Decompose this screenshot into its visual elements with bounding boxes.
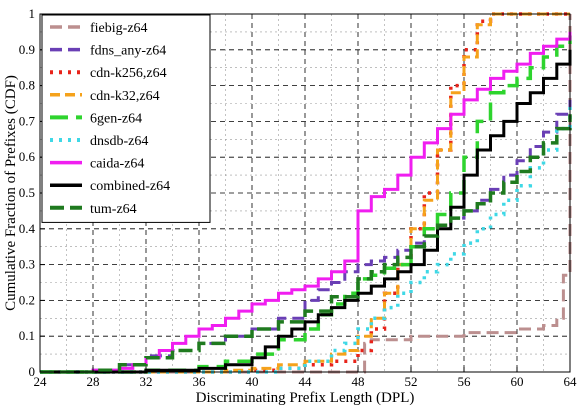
x-tick-label: 36 xyxy=(193,374,207,389)
series-line-tum-z64 xyxy=(40,114,572,374)
legend-label: fdns_any-z64 xyxy=(90,44,166,59)
y-tick-label: 0.7 xyxy=(19,113,36,128)
legend-label: caida-z64 xyxy=(90,157,144,172)
legend-label: combined-z64 xyxy=(90,179,170,194)
x-axis-title: Discriminating Prefix Length (DPL) xyxy=(196,390,415,406)
legend-label: 6gen-z64 xyxy=(90,111,142,126)
y-tick-label: 0.3 xyxy=(19,257,35,272)
grid xyxy=(40,14,570,372)
y-tick-label: 0 xyxy=(29,364,36,379)
y-tick-label: 0.8 xyxy=(19,78,35,93)
legend-label: cdn-k32,z64 xyxy=(90,89,160,104)
series-lines xyxy=(40,12,572,374)
x-tick-label: 56 xyxy=(458,374,472,389)
y-tick-label: 0.4 xyxy=(19,221,36,236)
legend-label: fiebig-z64 xyxy=(90,21,148,36)
x-tick-label: 44 xyxy=(299,374,313,389)
y-tick-label: 0.5 xyxy=(19,185,35,200)
series-line-fiebig-z64 xyxy=(40,14,572,374)
y-axis-title: Cumulative Fraction of Prefixes (CDF) xyxy=(3,75,19,311)
y-tick-label: 0.1 xyxy=(19,328,35,343)
series-line-dnsdb-z64 xyxy=(40,103,572,374)
series-line-caida-z64 xyxy=(40,31,572,374)
y-tick-label: 0.6 xyxy=(19,149,36,164)
x-tick-label: 24 xyxy=(34,374,48,389)
y-tick-label: 1 xyxy=(29,6,36,21)
x-tick-label: 28 xyxy=(87,374,100,389)
series-line-combined-z64 xyxy=(40,49,572,374)
series-line-6gen-z64 xyxy=(40,35,572,374)
x-tick-label: 52 xyxy=(405,374,418,389)
legend-label: tum-z64 xyxy=(90,202,137,217)
x-tick-label: 48 xyxy=(352,374,365,389)
y-tick-label: 0.9 xyxy=(19,42,35,57)
x-tick-label: 60 xyxy=(511,374,524,389)
x-tick-label: 40 xyxy=(246,374,259,389)
legend: fiebig-z64 fdns_any-z64 cdn-k256,z64 cdn-k3… xyxy=(41,14,211,223)
legend-label: cdn-k256,z64 xyxy=(90,66,167,81)
x-tick-label: 32 xyxy=(140,374,153,389)
y-tick-label: 0.2 xyxy=(19,292,35,307)
legend-label: dnsdb-z64 xyxy=(90,134,148,149)
x-tick-label: 64 xyxy=(564,374,578,389)
axis-ticks: 24 28 32 36 40 44 48 52 56 60 64 0 0.1 0.2 0.3 0.4 0.5 0.… xyxy=(19,6,577,389)
